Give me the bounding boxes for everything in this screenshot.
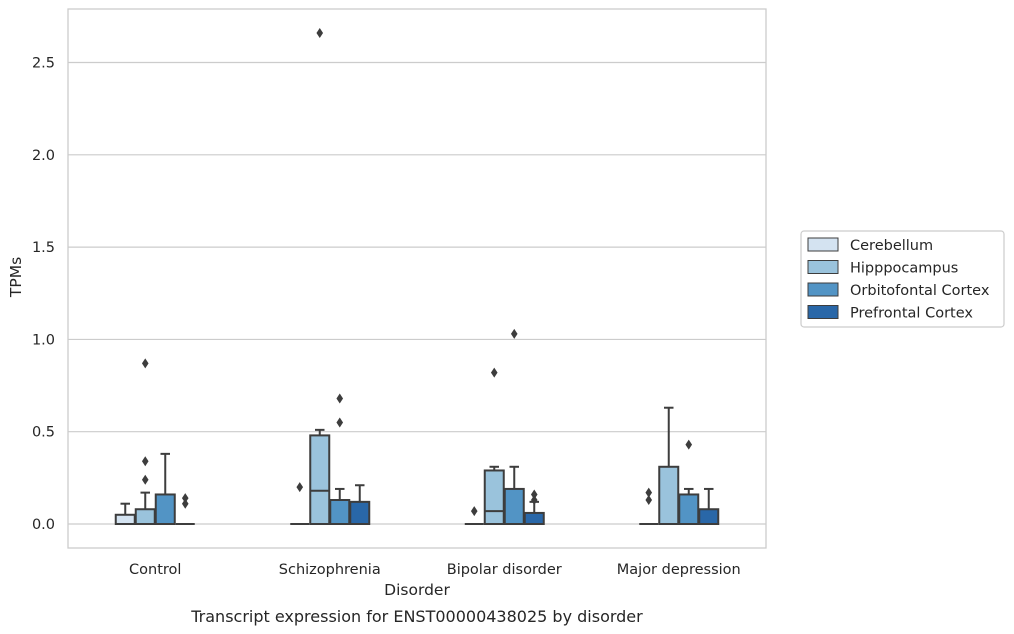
box-iqr — [678, 493, 700, 526]
outlier-point — [490, 367, 498, 378]
y-tick-label: 2.0 — [32, 148, 55, 164]
outlier-point — [181, 493, 189, 504]
y-tick-label: 2.5 — [32, 56, 55, 72]
box-orbitofontal-cortex — [329, 393, 351, 526]
box-iqr — [523, 511, 545, 526]
plot-frame — [67, 8, 767, 549]
box-plot-area — [114, 27, 720, 526]
legend-swatch — [807, 237, 839, 252]
legend-frame — [800, 230, 1005, 328]
legend-label: Cerebellum — [850, 238, 933, 254]
legend-label: Orbitofontal Cortex — [850, 283, 990, 299]
box-hipppocampus — [134, 358, 156, 526]
box-orbitofontal-cortex — [154, 452, 176, 526]
outlier-point — [141, 358, 149, 369]
box-prefrontal-cortex — [175, 493, 195, 526]
outlier-point — [530, 489, 538, 500]
box-cerebellum — [114, 502, 136, 526]
box-iqr — [698, 508, 720, 526]
legend: Cerebellum Hipppocampus Orbitofontal Corte… — [800, 230, 1005, 328]
outlier-point — [645, 495, 653, 506]
y-tick-label: 0.5 — [32, 425, 55, 441]
outlier-point — [470, 506, 478, 517]
box-iqr — [309, 434, 331, 526]
box-hipppocampus — [658, 406, 680, 526]
box-cerebellum — [290, 482, 310, 526]
box-iqr — [503, 487, 525, 526]
x-axis-label: Disorder — [384, 581, 450, 599]
outlier-point — [336, 417, 344, 428]
box-iqr — [154, 493, 176, 526]
chart-caption: Transcript expression for ENST0000043802… — [190, 607, 643, 626]
box-iqr — [114, 513, 136, 526]
y-tick-label: 1.0 — [32, 332, 55, 348]
outlier-point — [181, 498, 189, 509]
legend-swatch — [807, 282, 839, 297]
legend-swatch — [807, 260, 839, 274]
y-tick-label: 0.0 — [32, 517, 55, 533]
outlier-point — [645, 487, 653, 498]
x-tick-label: Schizophrenia — [279, 562, 381, 578]
outlier-point — [685, 439, 693, 450]
y-tick-label: 1.5 — [32, 240, 55, 256]
box-iqr — [349, 500, 371, 526]
box-hipppocampus — [309, 27, 331, 526]
x-tick-labels: Control Schizophrenia Bipolar disorder Majo… — [129, 562, 741, 578]
box-prefrontal-cortex — [523, 489, 545, 526]
grid-lines — [68, 61, 766, 525]
outlier-point — [530, 495, 538, 506]
x-tick-label: Bipolar disorder — [447, 562, 562, 578]
y-tick-labels: 0.0 0.5 1.0 1.5 2.0 2.5 — [32, 56, 55, 533]
y-axis-label: TPMs — [7, 257, 25, 298]
outlier-point — [336, 393, 344, 404]
legend-label: Hipppocampus — [850, 261, 958, 277]
outlier-point — [296, 482, 304, 493]
box-prefrontal-cortex — [698, 487, 720, 526]
box-cerebellum — [464, 506, 484, 526]
outlier-point — [510, 328, 518, 339]
x-tick-label: Control — [129, 562, 181, 578]
box-iqr — [329, 499, 351, 526]
box-orbitofontal-cortex — [678, 439, 700, 526]
box-prefrontal-cortex — [349, 484, 371, 526]
box-iqr — [134, 508, 156, 526]
box-iqr — [658, 465, 680, 526]
outlier-point — [141, 456, 149, 467]
x-tick-label: Major depression — [617, 562, 741, 578]
box-iqr — [483, 469, 505, 526]
legend-swatch — [807, 305, 839, 319]
box-orbitofontal-cortex — [503, 328, 525, 526]
box-cerebellum — [639, 487, 659, 526]
outlier-point — [316, 27, 324, 38]
box-hipppocampus — [483, 367, 505, 526]
outlier-point — [141, 474, 149, 485]
legend-label: Prefrontal Cortex — [850, 306, 973, 322]
